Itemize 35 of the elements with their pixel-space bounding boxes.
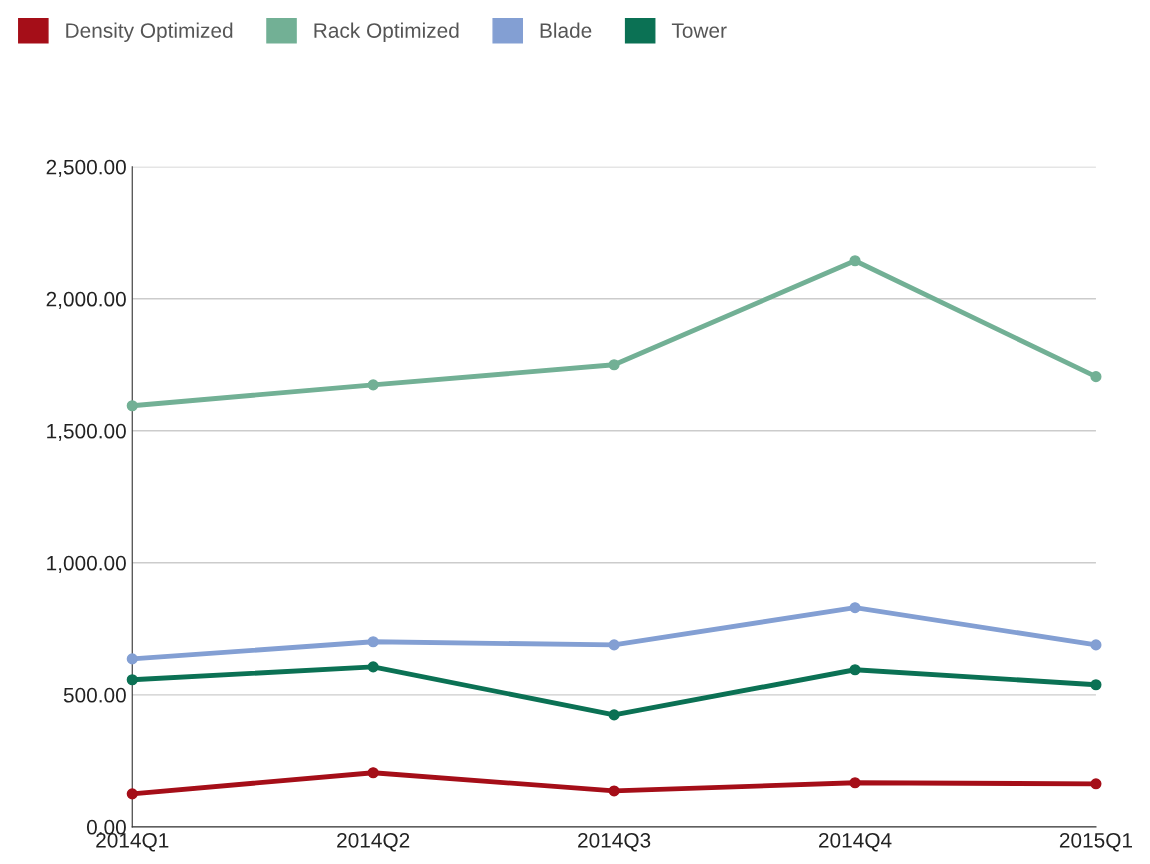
point	[126, 400, 138, 412]
point	[608, 359, 620, 371]
point	[126, 788, 138, 800]
point	[367, 636, 379, 648]
y-tick-label: 1,500.00	[47, 423, 126, 442]
point	[367, 379, 379, 391]
legend-label: Density Optimized	[66, 22, 233, 43]
point	[608, 785, 620, 797]
x-tick-label: 2014Q2	[337, 832, 410, 852]
x-tick-label: 2015Q1	[1059, 832, 1133, 852]
legend-label: Blade	[540, 22, 592, 38]
point	[1090, 679, 1102, 691]
y-tick-label: 500.00	[63, 687, 126, 703]
point	[126, 674, 138, 686]
point	[126, 653, 138, 665]
point	[1090, 639, 1102, 651]
point	[849, 255, 861, 267]
legend-label: Tower	[671, 23, 727, 38]
x-tick-label: 2014Q1	[96, 832, 169, 852]
point	[608, 639, 620, 651]
point	[1090, 371, 1102, 383]
x-tick-label: 2014Q4	[819, 832, 892, 852]
y-tick-label: 0.00	[86, 819, 126, 835]
point	[367, 767, 379, 779]
legend-label: Rack Optimized	[314, 22, 459, 43]
y-tick-label: 1,000.00	[47, 555, 126, 574]
point	[608, 709, 620, 721]
point	[849, 777, 861, 789]
y-tick-label: 2,000.00	[46, 291, 126, 309]
point	[1090, 778, 1102, 790]
y-tick-label: 2,500.00	[46, 159, 126, 177]
x-tick-label: 2014Q3	[578, 832, 651, 852]
point	[367, 661, 379, 673]
point	[849, 664, 861, 676]
point	[849, 602, 861, 614]
